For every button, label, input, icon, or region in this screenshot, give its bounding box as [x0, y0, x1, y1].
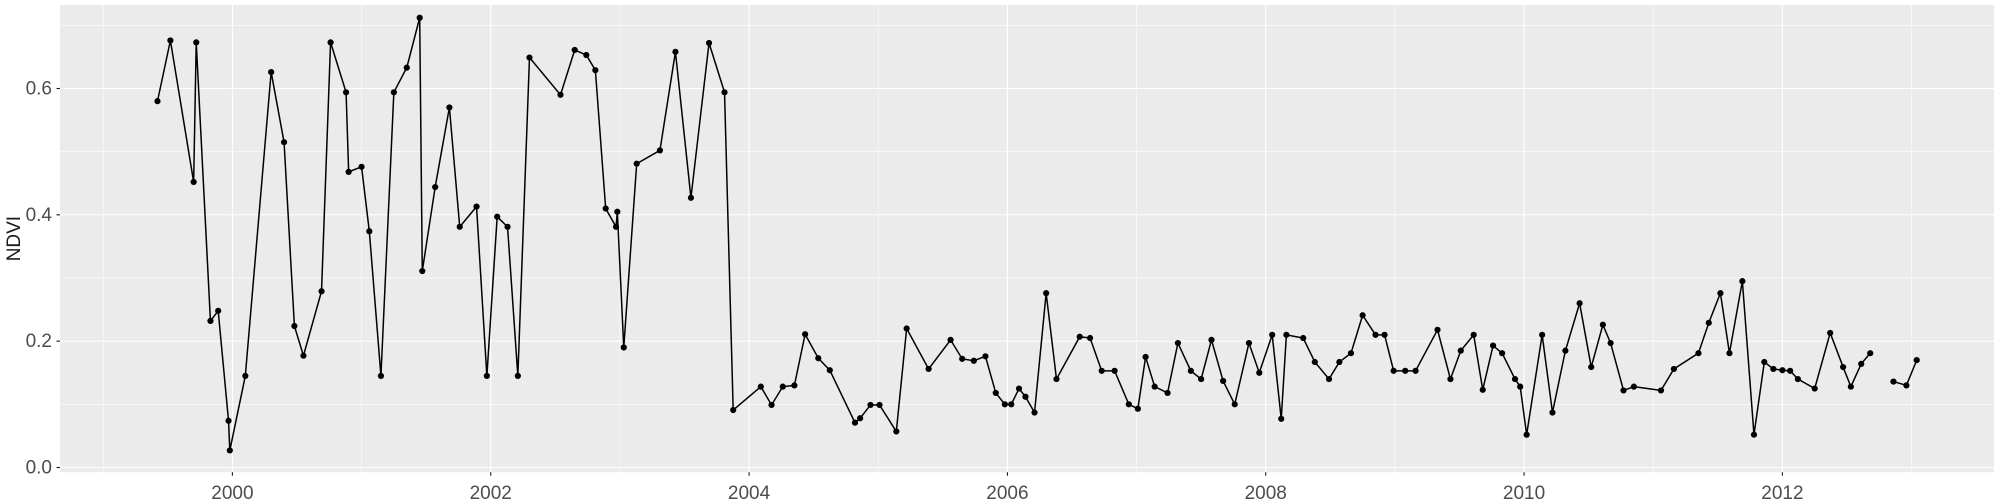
svg-text:2012: 2012 — [1761, 483, 1803, 500]
svg-text:2010: 2010 — [1503, 483, 1545, 500]
svg-text:0.6: 0.6 — [26, 79, 52, 100]
svg-text:2004: 2004 — [728, 483, 771, 500]
svg-text:2006: 2006 — [986, 483, 1028, 500]
svg-text:2000: 2000 — [211, 483, 253, 500]
svg-text:2008: 2008 — [1245, 483, 1287, 500]
svg-text:2002: 2002 — [470, 483, 512, 500]
svg-text:0.4: 0.4 — [26, 205, 53, 226]
svg-text:NDVI: NDVI — [4, 216, 25, 261]
svg-text:0.0: 0.0 — [26, 458, 52, 479]
svg-text:0.2: 0.2 — [26, 331, 52, 352]
